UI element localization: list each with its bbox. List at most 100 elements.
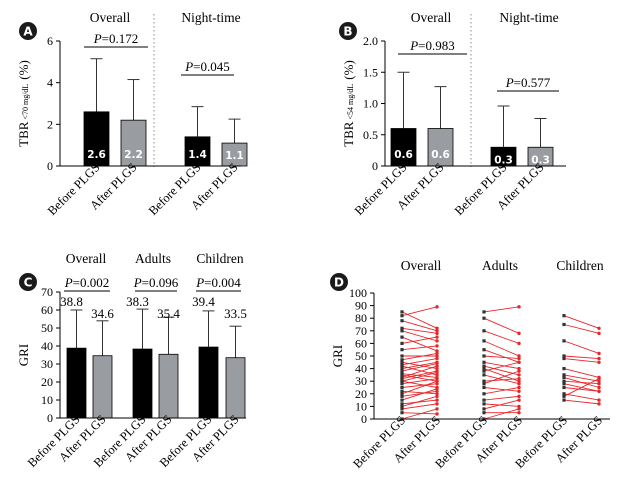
paired-line	[483, 355, 520, 359]
paired-line	[401, 380, 438, 388]
paired-line	[483, 395, 520, 401]
y-tick-label: 20	[355, 387, 367, 401]
y-tick-label: 0	[361, 412, 367, 426]
y-tick-label: 1.0	[363, 97, 378, 111]
before-point	[562, 356, 566, 361]
after-point	[597, 385, 601, 390]
bar-value-label: 34.6	[91, 306, 114, 321]
after-point	[435, 351, 439, 356]
after-point	[435, 339, 439, 343]
badge-letter: D	[334, 276, 344, 290]
paired-line	[563, 378, 600, 397]
after-point	[435, 326, 439, 330]
before-point	[482, 329, 486, 333]
y-label-main: GRI	[16, 344, 31, 366]
before-point	[400, 326, 404, 330]
p-value-label: P=0.004	[195, 275, 241, 290]
after-point	[517, 407, 521, 411]
before-point	[400, 369, 404, 373]
after-point	[517, 331, 521, 336]
y-tick-label: 30	[355, 374, 367, 388]
y-label-unit: (%)	[341, 60, 356, 80]
after-point	[597, 379, 601, 383]
before-point	[400, 411, 404, 415]
y-tick-label: 0	[47, 411, 53, 425]
after-point	[435, 370, 439, 375]
before-point	[562, 375, 566, 380]
y-label-main: GRI	[330, 345, 345, 367]
after-point	[517, 376, 521, 381]
bar	[120, 119, 147, 167]
p-value: =0.096	[142, 275, 179, 290]
bar	[225, 357, 246, 419]
after-point	[597, 389, 601, 393]
before-point	[562, 314, 566, 318]
before-point	[400, 407, 404, 411]
before-point	[482, 348, 486, 352]
paired-line	[483, 387, 520, 395]
p-symbol: P	[64, 275, 73, 290]
after-point	[435, 392, 439, 396]
before-point	[562, 379, 566, 383]
after-point	[435, 394, 439, 399]
after-point	[435, 331, 439, 336]
y-tick-label: 40	[355, 362, 367, 376]
before-point	[400, 348, 404, 352]
badge-circle	[19, 22, 37, 40]
paired-line	[401, 373, 438, 378]
y-tick-label: 0.5	[363, 128, 378, 142]
y-tick-label: 0	[372, 159, 378, 173]
group-title: Adults	[135, 251, 171, 266]
after-point	[597, 382, 601, 386]
after-point	[435, 373, 439, 377]
panel-D-label-badge: D	[330, 273, 348, 291]
p-value: =0.172	[102, 31, 139, 46]
bar-value-label: 33.5	[224, 306, 247, 321]
paired-line	[483, 340, 520, 357]
paired-line	[401, 336, 438, 344]
before-point	[482, 339, 486, 343]
after-point	[517, 356, 521, 361]
panel-B-label-badge: B	[339, 22, 357, 40]
group-title: Children	[196, 251, 243, 266]
before-point	[482, 407, 486, 411]
after-point	[435, 389, 439, 393]
y-axis-label: TBR<70 mg/dL (%)	[16, 60, 31, 147]
paired-line	[401, 358, 438, 366]
before-point	[482, 367, 486, 371]
paired-line	[483, 306, 520, 313]
panel-C-label-badge: C	[19, 273, 37, 291]
after-point	[435, 398, 439, 402]
p-value: =0.045	[193, 59, 230, 74]
bar-value-label: 38.3	[126, 294, 149, 309]
y-tick-label: 70	[355, 324, 367, 338]
p-value-label: P=0.983	[409, 38, 455, 53]
paired-line	[563, 374, 600, 382]
p-symbol: P	[195, 275, 204, 290]
after-point	[517, 354, 521, 358]
before-point	[562, 382, 566, 386]
p-value: =0.004	[204, 275, 241, 290]
group-title: Adults	[482, 258, 518, 273]
bar-value-label: 1.1	[225, 150, 244, 162]
panel-A-label-badge: A	[19, 22, 37, 40]
paired-line	[401, 330, 438, 342]
before-point	[400, 358, 404, 362]
paired-line	[401, 408, 438, 420]
before-point	[482, 402, 486, 406]
after-point	[517, 379, 521, 383]
bar-value-label: 1.4	[188, 149, 207, 161]
bar-value-label: 0.6	[431, 149, 450, 161]
after-point	[517, 366, 521, 371]
before-point	[400, 398, 404, 402]
bar	[184, 136, 211, 167]
before-point	[400, 329, 404, 333]
paired-line	[401, 383, 438, 388]
after-point	[517, 385, 521, 390]
y-tick-label: 4	[47, 76, 53, 90]
after-point	[597, 351, 601, 356]
before-point	[400, 314, 404, 318]
